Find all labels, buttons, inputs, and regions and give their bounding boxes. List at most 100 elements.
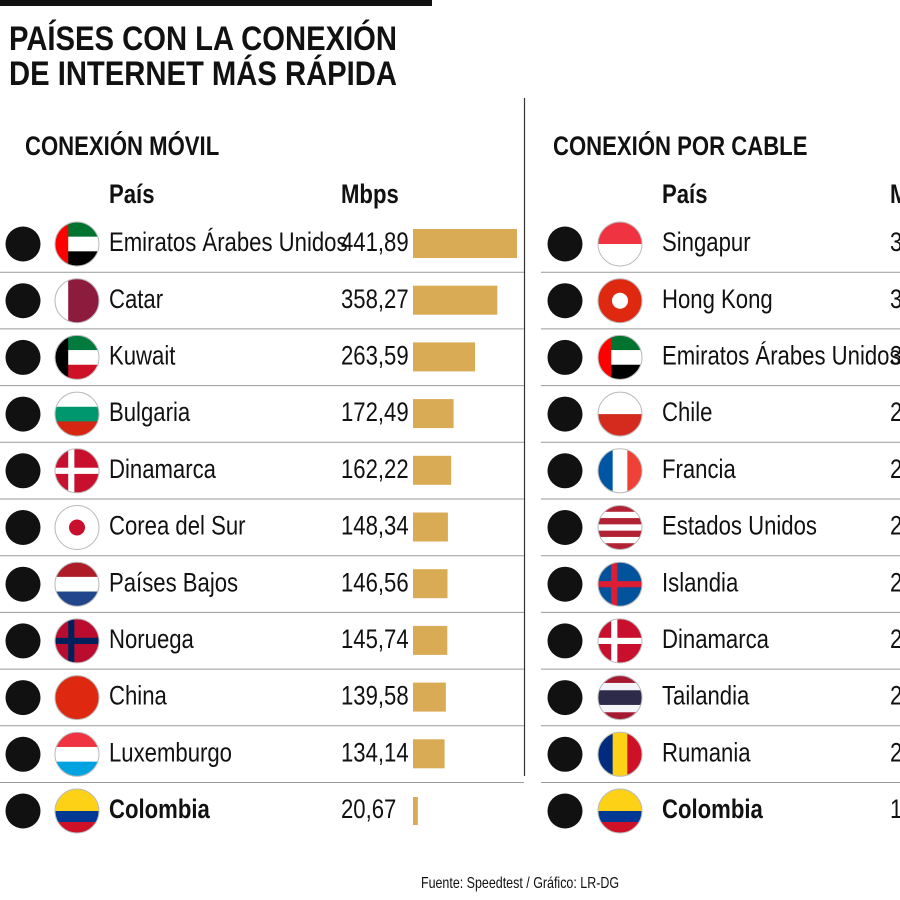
flag-stripe — [598, 524, 642, 532]
flag — [598, 278, 642, 323]
flag-border — [597, 334, 643, 380]
rank-badge — [547, 510, 583, 545]
flag-stripe — [598, 414, 642, 437]
flag-border — [597, 505, 643, 550]
flag-border — [597, 618, 643, 664]
value: 263,59 — [341, 342, 409, 372]
value: 1 — [890, 795, 900, 825]
bar — [413, 285, 498, 315]
rank-badge — [5, 566, 41, 602]
flag — [55, 675, 99, 720]
rank-badge — [547, 453, 583, 489]
value: 2 — [890, 455, 900, 485]
flag-stripe — [598, 789, 642, 801]
source: Fuente: Speedtest / Gráfico: LR-DG — [421, 875, 619, 893]
country: Noruega — [109, 625, 194, 655]
country: Francia — [662, 455, 736, 485]
flag-stripe — [598, 222, 642, 245]
country: Luxemburgo — [109, 738, 232, 768]
country: Catar — [109, 285, 163, 315]
top-bar — [0, 0, 432, 6]
country: Tailandia — [662, 682, 750, 712]
rank: 4 — [559, 399, 572, 428]
country: Hong Kong — [662, 285, 773, 315]
flag-stripe — [598, 732, 614, 777]
country: Rumania — [662, 738, 751, 768]
rank-badge — [5, 680, 41, 716]
rank-badge — [5, 396, 41, 432]
flag — [55, 732, 99, 777]
rank: 8 — [559, 626, 571, 655]
bar — [413, 342, 476, 372]
flag-stripe — [55, 746, 99, 763]
country: Kuwait — [109, 342, 176, 372]
flag — [598, 789, 642, 833]
rank-badge — [547, 283, 583, 319]
flag-stripe — [55, 392, 99, 408]
rank-badge — [547, 680, 583, 716]
rank: 7 — [17, 569, 29, 598]
country: Países Bajos — [109, 568, 238, 598]
rank-badge — [5, 736, 41, 772]
flag — [598, 732, 642, 777]
rank: 6 — [17, 513, 29, 542]
country: Emiratos Árabes Unidos — [662, 342, 900, 372]
flag-border — [54, 675, 100, 721]
column-header: País — [662, 180, 708, 210]
bar — [413, 682, 446, 712]
flag-stripe — [55, 761, 99, 777]
flag-stripe — [627, 732, 642, 777]
value: 3 — [890, 342, 900, 372]
title-line: DE INTERNET MÁS RÁPIDA — [9, 54, 397, 93]
rank-badge — [547, 736, 583, 772]
bar — [413, 455, 452, 485]
rank: 6 — [559, 513, 571, 542]
country: Emiratos Árabes Unidos — [109, 228, 348, 258]
flag-stripe — [598, 697, 642, 706]
flag-border — [54, 505, 100, 550]
rank: 9 — [559, 683, 571, 712]
title-line: PAÍSES CON LA CONEXIÓN — [9, 19, 397, 58]
value: 358,27 — [341, 285, 409, 315]
rank: 5 — [17, 456, 29, 485]
value: 2 — [890, 682, 900, 712]
value: 139,58 — [341, 682, 409, 712]
country: Colombia — [109, 795, 210, 825]
flag-stripe — [598, 800, 642, 812]
flag-border — [597, 221, 643, 267]
flag-stripe — [598, 543, 642, 550]
flag-border — [597, 731, 643, 777]
rank-badge — [5, 453, 41, 489]
flag — [598, 392, 642, 437]
flag-border — [597, 561, 643, 607]
flag-border — [54, 561, 100, 607]
value: 2 — [890, 625, 900, 655]
flag-border — [54, 448, 100, 494]
section-title: CONEXIÓN POR CABLE — [553, 131, 807, 162]
rank-badge — [5, 510, 41, 545]
flag-stripe — [598, 518, 642, 525]
country: Dinamarca — [662, 625, 769, 655]
value: 162,22 — [341, 455, 409, 485]
flag — [55, 562, 99, 607]
flag-stripe — [612, 732, 628, 777]
rank-badge — [5, 623, 41, 659]
flag — [598, 562, 642, 607]
rank: 5 — [559, 456, 571, 485]
rank-badge — [547, 339, 583, 375]
value: 3 — [890, 285, 900, 315]
bar — [413, 229, 517, 258]
flag-stripe — [598, 536, 642, 544]
country: Singapur — [662, 228, 751, 258]
flag-stripe — [598, 244, 642, 266]
flag-stripe — [598, 392, 642, 415]
flag-border — [597, 278, 643, 324]
flag-stripe — [55, 789, 99, 801]
country: Bulgaria — [109, 398, 190, 428]
value: 134,14 — [341, 738, 409, 768]
bar — [413, 512, 448, 542]
flag-border — [597, 675, 643, 721]
flag-stripe — [55, 800, 99, 812]
country: Islandia — [662, 568, 739, 598]
rank-badge — [547, 226, 583, 262]
